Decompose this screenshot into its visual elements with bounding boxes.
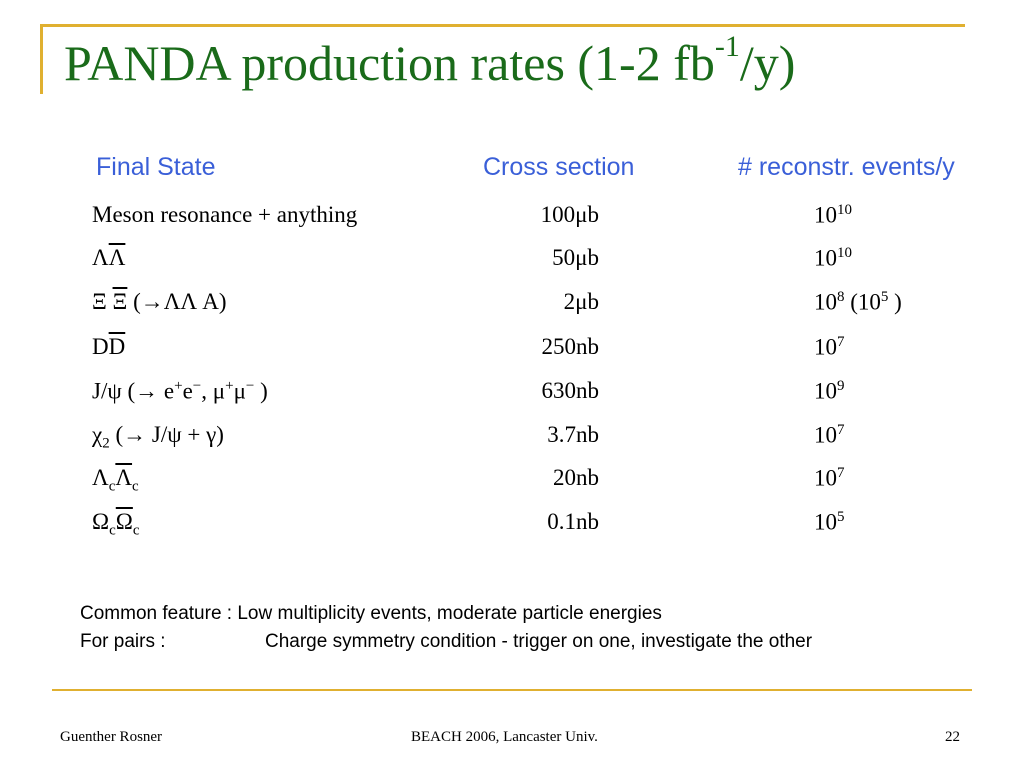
table-row: χ2 (→ J/ψ + γ) 3.7nb 107 — [0, 422, 1024, 462]
note-common-feature: Common feature : Low multiplicity events… — [80, 603, 662, 624]
events-cell: 107 — [814, 334, 845, 360]
final-state-cell: ΩcΩc — [92, 509, 140, 539]
frame-left-rule — [40, 24, 43, 94]
slide-title: PANDA production rates (1-2 fb-1/y) — [64, 30, 796, 91]
events-cell: 105 — [814, 509, 845, 535]
events-cell: 108 (105 ) — [814, 289, 902, 315]
cross-section-cell: 630nb — [541, 378, 600, 403]
events-cell: 1010 — [814, 202, 852, 228]
events-cell: 107 — [814, 422, 845, 448]
cross-section-cell: 2μb — [563, 289, 599, 314]
cross-section-cell: 100μb — [540, 202, 599, 227]
table-row: ΛΛ 50μb 1010 — [0, 245, 1024, 285]
final-state-cell: Ξ Ξ (→ΛΛ A) — [92, 289, 227, 314]
footer-rule — [52, 689, 972, 691]
frame-top-rule — [40, 24, 965, 27]
cross-section-cell: 3.7nb — [547, 422, 599, 447]
events-cell: 1010 — [814, 245, 852, 271]
table-row: Ξ Ξ (→ΛΛ A) 2μb 108 (105 ) — [0, 289, 1024, 329]
table-row: Meson resonance + anything 100μb 1010 — [0, 202, 1024, 242]
cross-section-cell: 0.1nb — [547, 509, 599, 534]
table-row: J/ψ (→ e+e−, μ+μ− ) 630nb 109 — [0, 378, 1024, 418]
events-cell: 109 — [814, 378, 845, 404]
footer-author: Guenther Rosner — [60, 729, 163, 745]
final-state-cell: ΛcΛc — [92, 465, 139, 495]
header-final-state: Final State — [96, 153, 216, 181]
note-pairs: For pairs : Charge symmetry condition - t… — [80, 631, 813, 652]
events-cell: 107 — [814, 465, 845, 491]
footer-event: BEACH 2006, Lancaster Univ. — [411, 729, 598, 745]
final-state-cell: χ2 (→ J/ψ + γ) — [92, 422, 224, 452]
page-number: 22 — [945, 729, 960, 745]
cross-section-cell: 50μb — [552, 245, 599, 270]
table-row: ΛcΛc 20nb 107 — [0, 465, 1024, 505]
cross-section-cell: 250nb — [541, 334, 600, 359]
final-state-cell: Meson resonance + anything — [92, 202, 358, 227]
table-row: ΩcΩc 0.1nb 105 — [0, 509, 1024, 549]
cross-section-cell: 20nb — [553, 465, 599, 490]
final-state-cell: J/ψ (→ e+e−, μ+μ− ) — [92, 378, 268, 404]
final-state-cell: ΛΛ — [92, 245, 126, 270]
header-cross-section: Cross section — [483, 153, 635, 181]
table-row: DD 250nb 107 — [0, 334, 1024, 374]
final-state-cell: DD — [92, 334, 126, 359]
header-events: # reconstr. events/y — [738, 153, 955, 181]
